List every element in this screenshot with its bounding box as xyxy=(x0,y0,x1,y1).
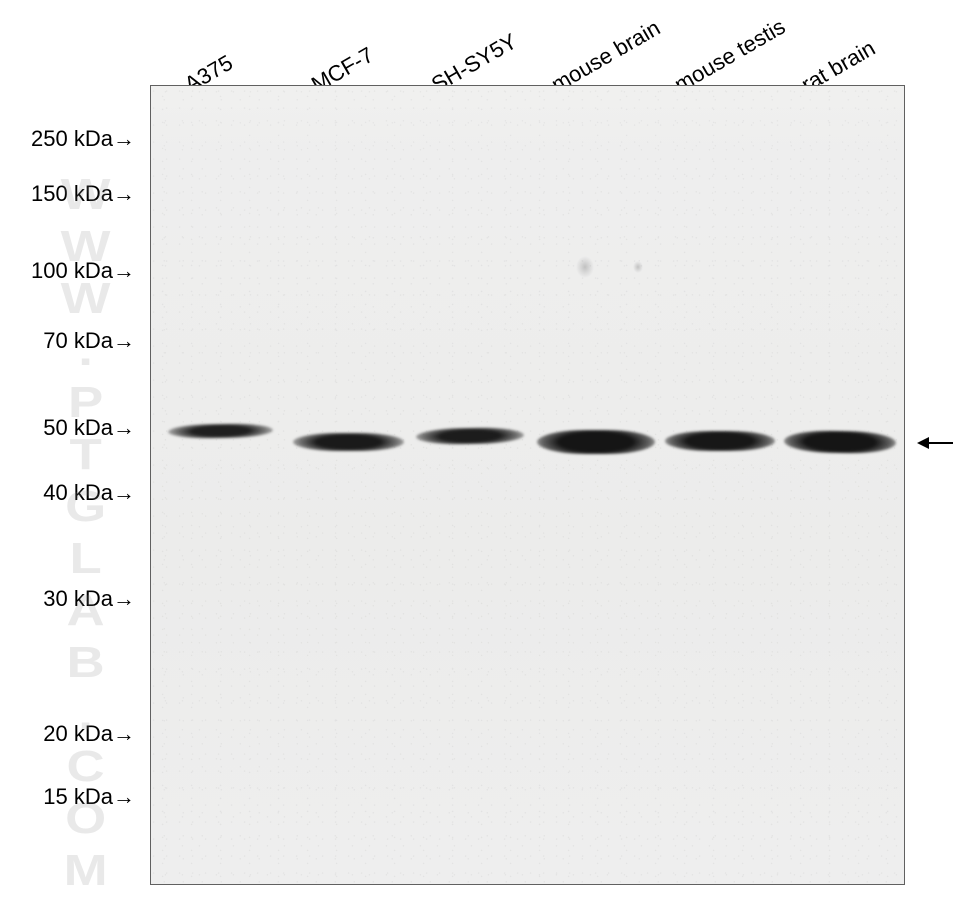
marker-label: 250 kDa→ xyxy=(31,126,135,152)
faint-spot xyxy=(633,261,643,273)
marker-label: 100 kDa→ xyxy=(31,258,135,284)
marker-label: 15 kDa→ xyxy=(43,784,135,810)
band-mcf7 xyxy=(293,433,404,451)
band-mouse-brain xyxy=(537,430,655,454)
blot-noise xyxy=(151,86,904,884)
marker-label: 150 kDa→ xyxy=(31,181,135,207)
marker-label: 20 kDa→ xyxy=(43,721,135,747)
marker-label: 30 kDa→ xyxy=(43,586,135,612)
blot-membrane xyxy=(150,85,905,885)
faint-spot xyxy=(576,256,594,278)
marker-label: 40 kDa→ xyxy=(43,480,135,506)
figure-container: A375 MCF-7 SH-SY5Y mouse brain mouse tes… xyxy=(0,0,960,903)
band-mouse-testis xyxy=(665,431,775,451)
marker-label: 50 kDa→ xyxy=(43,415,135,441)
target-arrow-icon xyxy=(915,434,955,457)
marker-label: 70 kDa→ xyxy=(43,328,135,354)
